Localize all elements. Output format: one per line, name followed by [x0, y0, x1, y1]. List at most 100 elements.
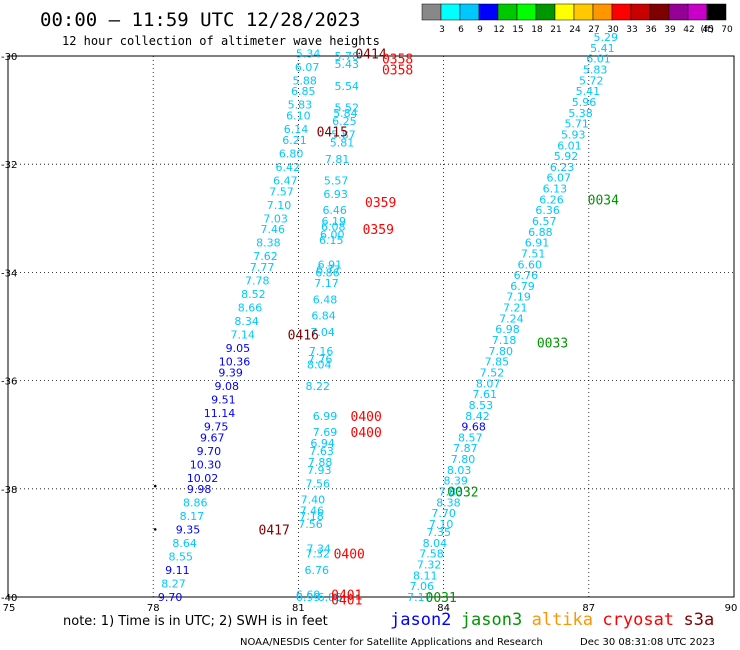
swh-value-label: 8.38: [256, 237, 281, 250]
legend-tick-label: 27: [588, 25, 599, 35]
x-tick-label: 75: [3, 603, 16, 614]
swh-value-label: 6.91: [318, 258, 343, 271]
swh-value-label: 8.03: [447, 464, 472, 477]
swh-value-label: 6.99: [313, 410, 338, 423]
y-tick-label: -32: [1, 160, 17, 171]
swh-value-label: 8.17: [180, 510, 205, 523]
swh-value-label: 7.70: [431, 507, 456, 520]
satellite-label: s3a: [684, 610, 715, 630]
time-label: 0033: [537, 337, 568, 352]
swh-value-label: 7.32: [417, 559, 442, 572]
plot-area: 75 78 81 84 87 90-30-32-34-36-38-40 5.346.075…: [1, 31, 737, 614]
legend-swatch: [573, 3, 594, 21]
swh-value-label: 5.81: [330, 137, 355, 150]
swh-value-label: 9.70: [158, 591, 183, 604]
swh-value-label: 5.87: [331, 128, 356, 141]
swh-value-label: 7.61: [472, 388, 497, 401]
grid-lines: [8, 56, 734, 597]
swh-value-label: 5.83: [288, 99, 313, 112]
swh-value-label: 9.98: [187, 483, 212, 496]
legend-tick-label: 3: [439, 25, 445, 35]
swh-value-label: 8.27: [161, 577, 186, 590]
legend-swatch: [687, 3, 708, 21]
swh-value-label: 6.14: [284, 123, 309, 136]
legend-swatch: [516, 3, 537, 21]
time-label: 0358: [382, 64, 413, 79]
x-tick-label: 87: [582, 603, 595, 614]
swh-value-label: 9.68: [461, 421, 486, 434]
swh-value-label: 6.98: [495, 323, 520, 336]
swh-value-label: 7.14: [230, 329, 255, 342]
legend-tick-label: 70: [721, 25, 733, 35]
swh-value-label: 6.93: [323, 188, 348, 201]
swh-value-label: 8.42: [465, 410, 490, 423]
swh-value-label: 5.93: [561, 128, 586, 141]
swh-value-label: 6.26: [539, 193, 564, 206]
legend-swatch: [440, 3, 461, 21]
axis-ticks: 75 78 81 84 87 90 -30 -32 -34 -36 -38 -40: [1, 52, 737, 614]
wave-height-marks: 5.346.075.886.855.836.106.146.216.806.42…: [153, 31, 619, 609]
swh-value-label: 6.21: [282, 134, 307, 147]
page-title: 00:00 – 11:59 UTC 12/28/2023: [40, 9, 360, 31]
time-label: 0359: [365, 196, 396, 211]
swh-value-label: 6.07: [547, 172, 572, 185]
time-label: 0416: [288, 329, 319, 344]
swh-value-label: 7.46: [300, 504, 325, 517]
swh-value-label: 8.04: [423, 537, 448, 550]
swh-value-label: 7.81: [325, 153, 350, 166]
legend-unit: (ft): [700, 25, 714, 35]
island-dot: [153, 528, 157, 531]
legend-swatch: [554, 3, 575, 21]
swh-value-label: 6.99: [296, 591, 321, 604]
swh-value-label: 8.57: [458, 431, 483, 444]
legend-swatch: [535, 3, 556, 21]
time-label: 0359: [363, 223, 394, 238]
swh-value-label: 9.05: [226, 342, 251, 355]
swh-value-label: 6.42: [276, 161, 301, 174]
swh-value-label: 9.67: [200, 431, 225, 444]
time-label: 0400: [334, 548, 365, 563]
swh-value-label: 6.79: [510, 280, 535, 293]
swh-value-label: 6.07: [295, 61, 320, 74]
swh-value-label: 10.02: [187, 472, 219, 485]
swh-value-label: 7.03: [263, 212, 288, 225]
swh-value-label: 5.52: [335, 101, 360, 114]
swh-value-label: 8.11: [413, 569, 438, 582]
swh-value-label: 7.21: [503, 302, 528, 315]
swh-value-label: 5.72: [579, 74, 604, 87]
swh-value-label: 7.56: [306, 477, 331, 490]
swh-value-label: 7.32: [306, 548, 331, 561]
swh-value-label: 6.36: [535, 204, 560, 217]
x-tick-label: 90: [725, 603, 738, 614]
swh-value-label: 7.77: [250, 261, 275, 274]
time-label: 0400: [351, 426, 382, 441]
swh-value-label: 7.56: [298, 518, 323, 531]
legend-tick-label: 9: [477, 25, 483, 35]
swh-value-label: 5.29: [593, 31, 618, 44]
swh-value-label: 6.46: [322, 204, 347, 217]
swh-value-label: 5.41: [576, 85, 601, 98]
swh-value-label: 6.15: [319, 234, 344, 247]
swh-value-label: 5.43: [335, 58, 360, 71]
swh-value-label: 9.70: [197, 445, 222, 458]
swh-value-label: 8.86: [183, 496, 208, 509]
swh-value-label: 6.76: [514, 269, 539, 282]
swh-value-label: 8.04: [307, 358, 332, 371]
legend-swatch: [649, 3, 670, 21]
legend-swatch: [478, 3, 499, 21]
swh-value-label: 7.63: [309, 445, 334, 458]
legend-tick-label: 6: [458, 25, 464, 35]
y-tick-label: -30: [1, 52, 17, 63]
swh-value-label: 9.39: [218, 366, 243, 379]
swh-value-label: 7.34: [306, 542, 331, 555]
swh-value-label: 9.75: [204, 421, 229, 434]
satellite-label: jason2: [390, 610, 451, 630]
swh-value-label: 9.35: [176, 523, 201, 536]
swh-value-label: 5.71: [564, 118, 589, 131]
legend-tick-label: 45: [702, 25, 713, 35]
time-label: 0415: [317, 126, 348, 141]
swh-value-label: 7.80: [451, 453, 476, 466]
swh-value-label: 6.84: [311, 310, 336, 323]
swh-value-label: 8.22: [306, 380, 331, 393]
legend-tick-label: 36: [645, 25, 657, 35]
